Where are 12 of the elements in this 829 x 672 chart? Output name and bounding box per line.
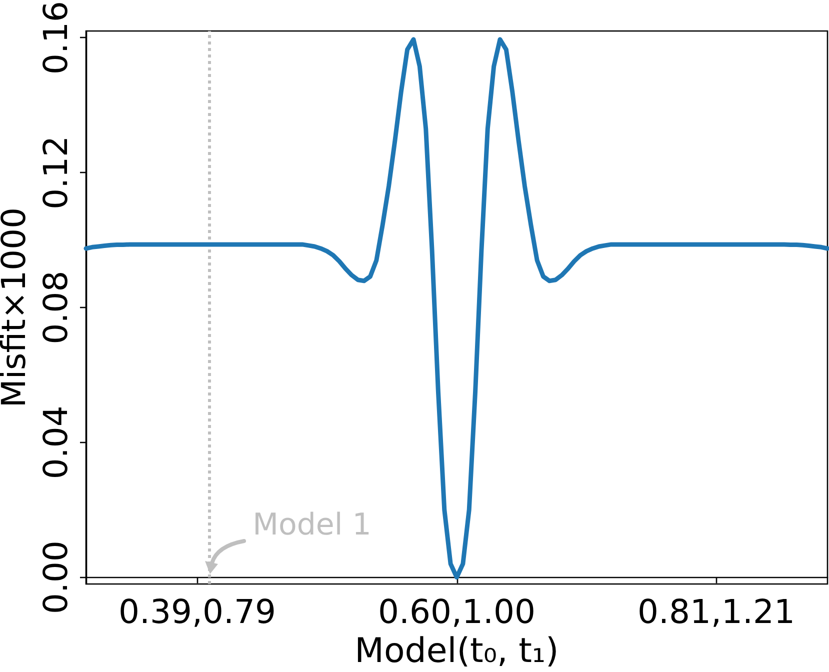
y-axis-title: Misfit×1000 <box>0 207 33 408</box>
y-tick-label: 0.04 <box>36 406 75 480</box>
x-axis-title: Model(t₀, t₁) <box>354 631 559 671</box>
y-tick-label: 0.00 <box>36 540 75 614</box>
x-tick-label: 0.60,1.00 <box>378 592 536 631</box>
x-tick-label: 0.39,0.79 <box>118 592 276 631</box>
y-tick-label: 0.08 <box>36 270 75 344</box>
y-tick-label: 0.12 <box>36 136 75 210</box>
annotation: Model 1 <box>252 508 372 542</box>
x-tick-label: 0.81,1.21 <box>638 592 795 631</box>
y-tick-label: 0.16 <box>36 1 75 74</box>
line-series <box>84 37 829 580</box>
